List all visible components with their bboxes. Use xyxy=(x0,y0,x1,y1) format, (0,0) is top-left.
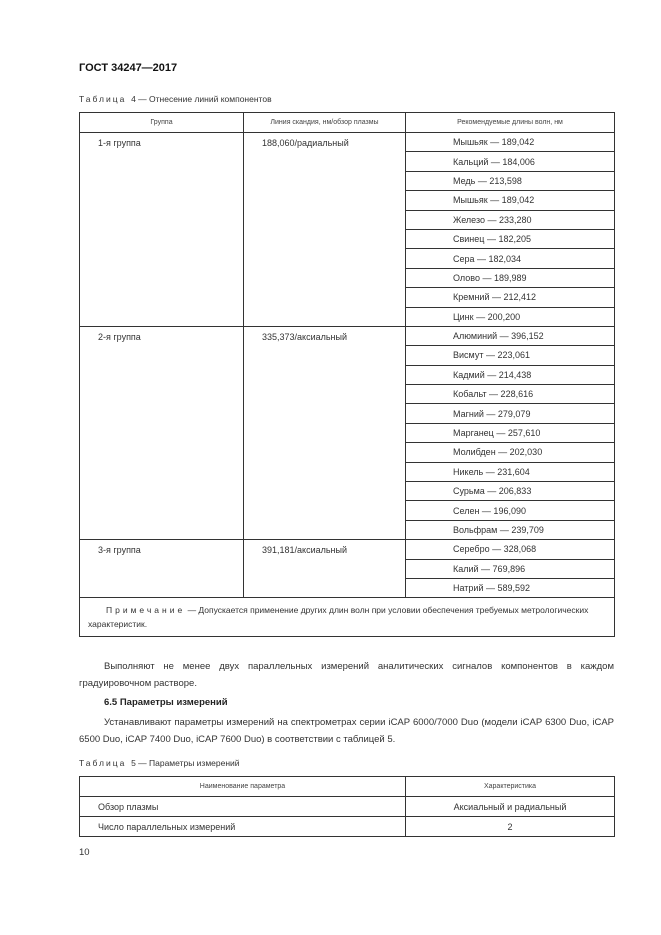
column-header: Наименование параметра xyxy=(79,776,406,797)
table-4-caption: Таблица 4 — Отнесение линий компонентов xyxy=(79,94,272,104)
wavelength-cell: Свинец — 182,205 xyxy=(405,228,615,250)
caption-text: 5 — Параметры измерений xyxy=(131,758,240,768)
wavelength-cell: Олово — 189,989 xyxy=(405,267,615,289)
page-number: 10 xyxy=(79,847,90,858)
wavelength-cell: Молибден — 202,030 xyxy=(405,442,615,463)
table-row: 1-я группа 188,060/радиальный Мышьяк — 189… xyxy=(79,131,615,327)
wavelength-cell: Медь — 213,598 xyxy=(405,170,615,192)
note-text: — Допускается применение других длин вол… xyxy=(88,605,589,630)
scandium-line-cell: 391,181/аксиальный xyxy=(243,539,406,599)
table-note: Примечание — Допускается применение друг… xyxy=(79,597,615,638)
wavelength-cell: Вольфрам — 239,709 xyxy=(405,519,615,541)
scandium-line-cell: 188,060/радиальный xyxy=(243,132,406,327)
param-value: 2 xyxy=(405,816,615,837)
group-cell: 2-я группа xyxy=(79,325,244,541)
table-header-row: Наименование параметра Характеристика xyxy=(79,776,615,797)
note-label: Примечание xyxy=(106,605,186,616)
wavelength-cell: Железо — 233,280 xyxy=(405,209,615,230)
param-value: Аксиальный и радиальный xyxy=(405,796,615,817)
table-row: Мышьяк — 189,042 xyxy=(80,190,615,211)
wavelength-cell: Мышьяк — 189,042 xyxy=(405,131,615,153)
group-cell: 3-я группа xyxy=(79,539,244,599)
wavelength-cell: Кальций — 184,006 xyxy=(405,151,615,172)
paragraph: Выполняют не менее двух параллельных изм… xyxy=(79,661,614,689)
param-name: Обзор плазмы xyxy=(79,796,406,817)
paragraph: Устанавливают параметры измерений на спе… xyxy=(79,717,614,745)
wavelength-cell: Висмут — 223,061 xyxy=(405,345,615,366)
section-heading: 6.5 Параметры измерений xyxy=(104,697,228,708)
note-row: Примечание — Допускается применение друг… xyxy=(79,597,615,638)
wavelength-cell: Магний — 279,079 xyxy=(405,403,615,424)
column-header: Линия скандия, нм/обзор плазмы xyxy=(243,112,406,133)
wavelength-cell: Никель — 231,604 xyxy=(405,461,615,483)
table-5-caption: Таблица 5 — Параметры измерений xyxy=(79,758,240,768)
table-row: Обзор плазмы Аксиальный и радиальный xyxy=(79,796,615,817)
wavelength-cell: Калий — 769,896 xyxy=(405,558,615,579)
caption-prefix: Таблица xyxy=(79,758,127,768)
caption-text: 4 — Отнесение линий компонентов xyxy=(131,94,272,104)
scandium-line-cell: 335,373/аксиальный xyxy=(243,325,406,541)
wavelength-cell: Марганец — 257,610 xyxy=(405,422,615,444)
table-4: Группа Линия скандия, нм/обзор плазмы Ре… xyxy=(79,112,615,638)
table-row: Кальций — 184,006 xyxy=(80,151,615,172)
table-row: Натрий — 589,592 xyxy=(80,577,615,599)
wavelength-cell: Алюминий — 396,152 xyxy=(405,325,615,347)
table-header-row: Группа Линия скандия, нм/обзор плазмы Ре… xyxy=(79,112,615,133)
column-header: Рекомендуемые длины волн, нм xyxy=(405,112,615,133)
table-row: 3-я группа 391,181/аксиальный Серебро — 32… xyxy=(79,539,615,599)
wavelength-cell: Сера — 182,034 xyxy=(405,248,615,269)
column-header: Характеристика xyxy=(405,776,615,797)
table-row: Железо — 233,280 xyxy=(80,209,615,230)
wavelength-cell: Кобальт — 228,616 xyxy=(405,384,615,405)
wavelength-cell: Натрий — 589,592 xyxy=(405,577,615,599)
param-name: Число параллельных измерений xyxy=(79,816,406,837)
table-row: 2-я группа 335,373/аксиальный Алюминий — 3… xyxy=(79,325,615,541)
table-5: Наименование параметра Характеристика Об… xyxy=(79,776,615,837)
table-row: Медь — 213,598 xyxy=(80,170,615,192)
wavelength-cell: Сурьма — 206,833 xyxy=(405,481,615,502)
wavelength-cell: Мышьяк — 189,042 xyxy=(405,190,615,211)
column-header: Группа xyxy=(79,112,244,133)
wavelength-cell: Кадмий — 214,438 xyxy=(405,364,615,386)
document-code: ГОСТ 34247—2017 xyxy=(79,62,178,74)
wavelength-cell: Цинк — 200,200 xyxy=(405,306,615,327)
table-row: Свинец — 182,205 xyxy=(80,228,615,250)
group-cell: 1-я группа xyxy=(79,132,244,327)
wavelength-cell: Серебро — 328,068 xyxy=(405,539,615,560)
caption-prefix: Таблица xyxy=(79,94,127,104)
wavelength-cell: Кремний — 212,412 xyxy=(405,287,615,308)
wavelength-cell: Селен — 196,090 xyxy=(405,500,615,521)
table-row: Число параллельных измерений 2 xyxy=(79,816,615,837)
